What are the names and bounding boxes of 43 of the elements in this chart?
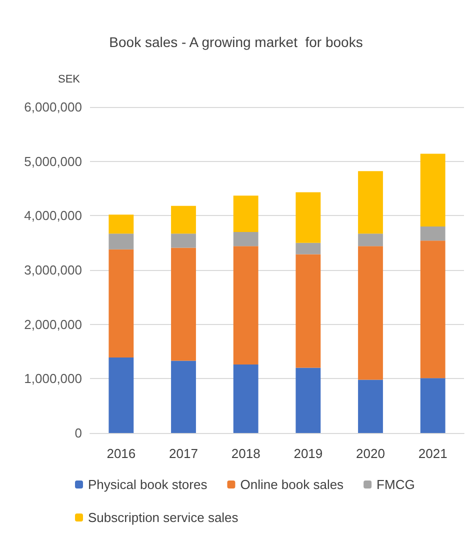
y-tick-label: 6,000,000 [24,100,82,114]
x-tick-label: 2021 [418,446,448,461]
bar [233,196,258,232]
y-axis-title: SEK [58,74,81,86]
legend-label: FMCG [376,477,415,492]
bar [358,246,383,380]
bar [171,206,196,234]
bar [420,226,446,241]
bar [420,240,446,378]
y-tick-label: 2,000,000 [24,316,82,332]
bar [420,378,446,433]
bar [296,368,321,433]
bar [296,192,321,243]
legend-label: Subscription service sales [88,510,239,525]
bar [358,234,383,246]
bar [358,380,383,433]
y-tick-label: 0 [74,426,82,440]
x-tick-label: 2020 [356,446,385,461]
bar [296,254,321,368]
bar [171,248,196,361]
legend-label: Online book sales [240,477,344,492]
y-tick-label: 3,000,000 [24,262,82,278]
legend-label: Physical book stores [88,477,208,492]
bar [233,364,258,433]
bar [420,154,446,227]
x-tick-label: 2016 [106,446,136,461]
y-tick-label: 4,000,000 [24,208,82,224]
bar [108,357,134,433]
bar [233,232,258,246]
bar [233,246,258,365]
x-tick-label: 2017 [169,446,198,461]
bar [108,234,134,250]
bar [358,171,383,234]
y-tick-label: 1,000,000 [24,371,82,386]
bar [296,242,321,254]
bar [171,360,196,433]
bar [108,249,134,358]
bar [108,214,134,234]
x-tick-label: 2019 [294,446,323,461]
y-tick-label: 5,000,000 [24,154,82,169]
bar [171,234,196,248]
x-tick-label: 2018 [231,446,260,461]
chart-title: Book sales - A growing market for books [109,34,363,50]
